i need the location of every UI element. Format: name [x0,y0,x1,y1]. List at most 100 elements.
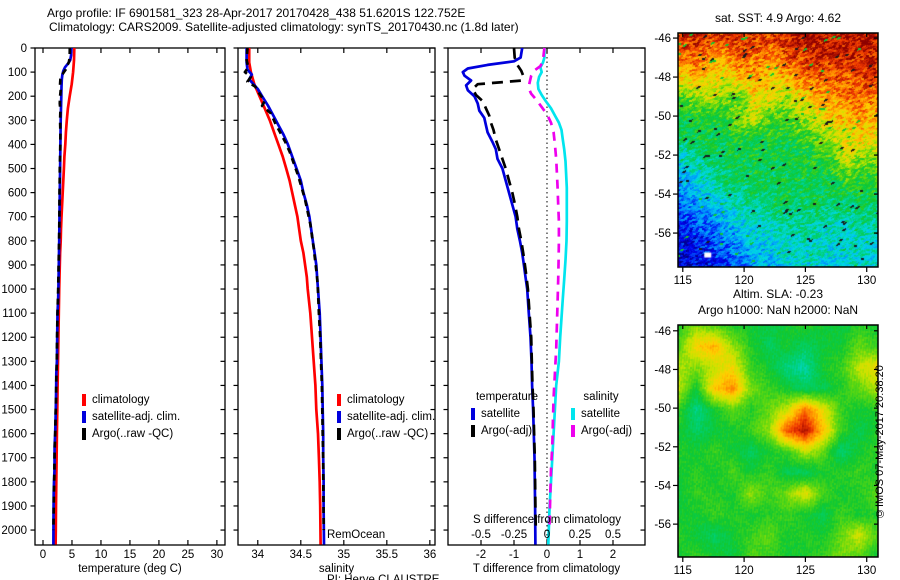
depth-tick-label: 600 [8,188,27,200]
depth-tick-label: 2000 [1,525,27,537]
legend-label: Argo(..raw -QC) [347,427,429,440]
sdiff-legend: satellite Argo(-adj) [571,405,632,439]
lat-tick-label: -56 [654,228,671,240]
s-axis-tick-label: -0.25 [501,529,527,541]
lon-tick-label: 120 [735,275,754,287]
salinity-legend: climatology satellite-adj. clim. Argo(..… [337,391,435,442]
legend-item-argo-sdiff: Argo(-adj) [571,422,632,439]
depth-tick-label: 1200 [1,332,27,344]
depth-tick-label: 0 [21,43,27,55]
sla-map-subtitle: Argo h1000: NaN h2000: NaN [697,303,859,317]
argo-raw-line [52,47,72,531]
legend-label: satellite-adj. clim. [347,410,436,423]
legend-item-argo-raw: Argo(..raw -QC) [82,425,180,442]
depth-tick-label: 1300 [1,356,27,368]
depth-tick-label: 300 [8,115,27,127]
legend-item-argo-raw: Argo(..raw -QC) [337,425,435,442]
x-tick-label: 20 [153,549,166,561]
depth-tick-label: 500 [8,164,27,176]
lat-tick-label: -56 [654,519,671,531]
climatology-swatch [337,393,341,406]
figure-title-line2: Climatology: CARS2009. Satellite-adjuste… [49,20,519,34]
temperature-profile-box [34,47,226,546]
x-tick-label: -1 [509,549,519,561]
legend-item-satellite-sdiff: satellite [571,405,632,422]
x-tick-label: 34 [251,549,264,561]
climatology-swatch [82,393,86,406]
argo-sdiff-swatch [571,424,575,437]
legend-label: Argo(..raw -QC) [92,427,174,440]
satellite-adj-line [52,47,73,545]
argo-tdiff-swatch [471,424,475,437]
pi-name: PI: Herve CLAUSTRE [327,574,440,580]
sla-map-image [678,325,878,557]
s-axis-tick-label: 0.25 [569,529,591,541]
lat-tick-label: -52 [654,442,671,454]
x-tick-label: 5 [69,549,75,561]
depth-tick-label: 200 [8,91,27,103]
depth-tick-label: 1700 [1,453,27,465]
legend-label: satellite-adj. clim. [92,410,181,423]
sla-map-title: Altim. SLA: -0.23 [732,287,824,301]
lat-tick-label: -52 [654,150,671,162]
legend-label: satellite [481,407,520,420]
argo-tdiff-line [471,47,538,531]
legend-item-climatology: climatology [337,391,435,408]
sdiff-legend-title: salinity [583,391,619,403]
x-tick-label: 30 [210,549,223,561]
lon-tick-label: 130 [857,565,876,577]
s-axis-tick-label: -0.5 [471,529,491,541]
depth-tick-label: 1800 [1,477,27,489]
lon-tick-label: 120 [735,565,754,577]
x-tick-label: 0 [40,549,46,561]
depth-tick-label: 1500 [1,405,27,417]
legend-label: satellite [581,407,620,420]
salinity-profile-box [237,47,436,546]
lon-tick-label: 130 [857,275,876,287]
argo-raw-swatch [337,427,341,440]
satellite-sdiff-line [536,48,569,545]
climatology-line [247,48,322,545]
x-tick-label: 10 [95,549,108,561]
imos-watermark: ©IMOS 07-May-2017 20:38:20 [874,365,886,520]
x-tick-label: 15 [124,549,137,561]
argo-raw-swatch [82,427,86,440]
climatology-line [54,47,76,545]
legend-label: climatology [347,393,405,406]
argo-raw-line [243,47,326,531]
depth-tick-label: 400 [8,139,27,151]
lat-tick-label: -54 [654,480,671,492]
depth-tick-label: 1400 [1,380,27,392]
lon-tick-label: 115 [674,275,692,287]
satellite-sdiff-swatch [571,407,575,420]
depth-tick-label: 100 [8,67,27,79]
lon-tick-label: 125 [796,275,815,287]
project-name: RemOcean [327,529,386,541]
lat-tick-label: -46 [654,33,671,45]
lon-tick-label: 115 [674,565,692,577]
depth-tick-label: 1600 [1,429,27,441]
legend-label: Argo(-adj) [581,424,633,437]
depth-tick-label: 1100 [2,308,27,320]
legend-item-satellite-adj: satellite-adj. clim. [82,408,180,425]
sst-map-image [678,33,878,267]
satellite-tdiff-swatch [471,407,475,420]
figure-title-line1: Argo profile: IF 6901581_323 28-Apr-2017… [47,6,466,20]
s-axis-tick-label: 0 [544,529,550,541]
temperature-profile-x-axis-label: temperature (deg C) [78,563,182,575]
difference-profile-x-axis-label: T difference from climatology [473,563,620,575]
legend-item-satellite-adj: satellite-adj. clim. [337,408,435,425]
temperature-legend: climatology satellite-adj. clim. Argo(..… [82,391,180,442]
lat-tick-label: -50 [654,111,671,123]
x-tick-label: 2 [610,549,616,561]
lon-tick-label: 125 [796,565,815,577]
x-tick-label: -2 [476,549,486,561]
depth-tick-label: 700 [8,212,27,224]
satellite-adj-line [245,48,326,545]
x-tick-label: 0 [544,549,550,561]
legend-item-satellite-tdiff: satellite [471,405,532,422]
project-note: RemOcean PI: Herve CLAUSTRE [327,498,439,580]
s-axis-label: S difference from climatology [473,514,621,526]
legend-item-argo-tdiff: Argo(-adj) [471,422,532,439]
